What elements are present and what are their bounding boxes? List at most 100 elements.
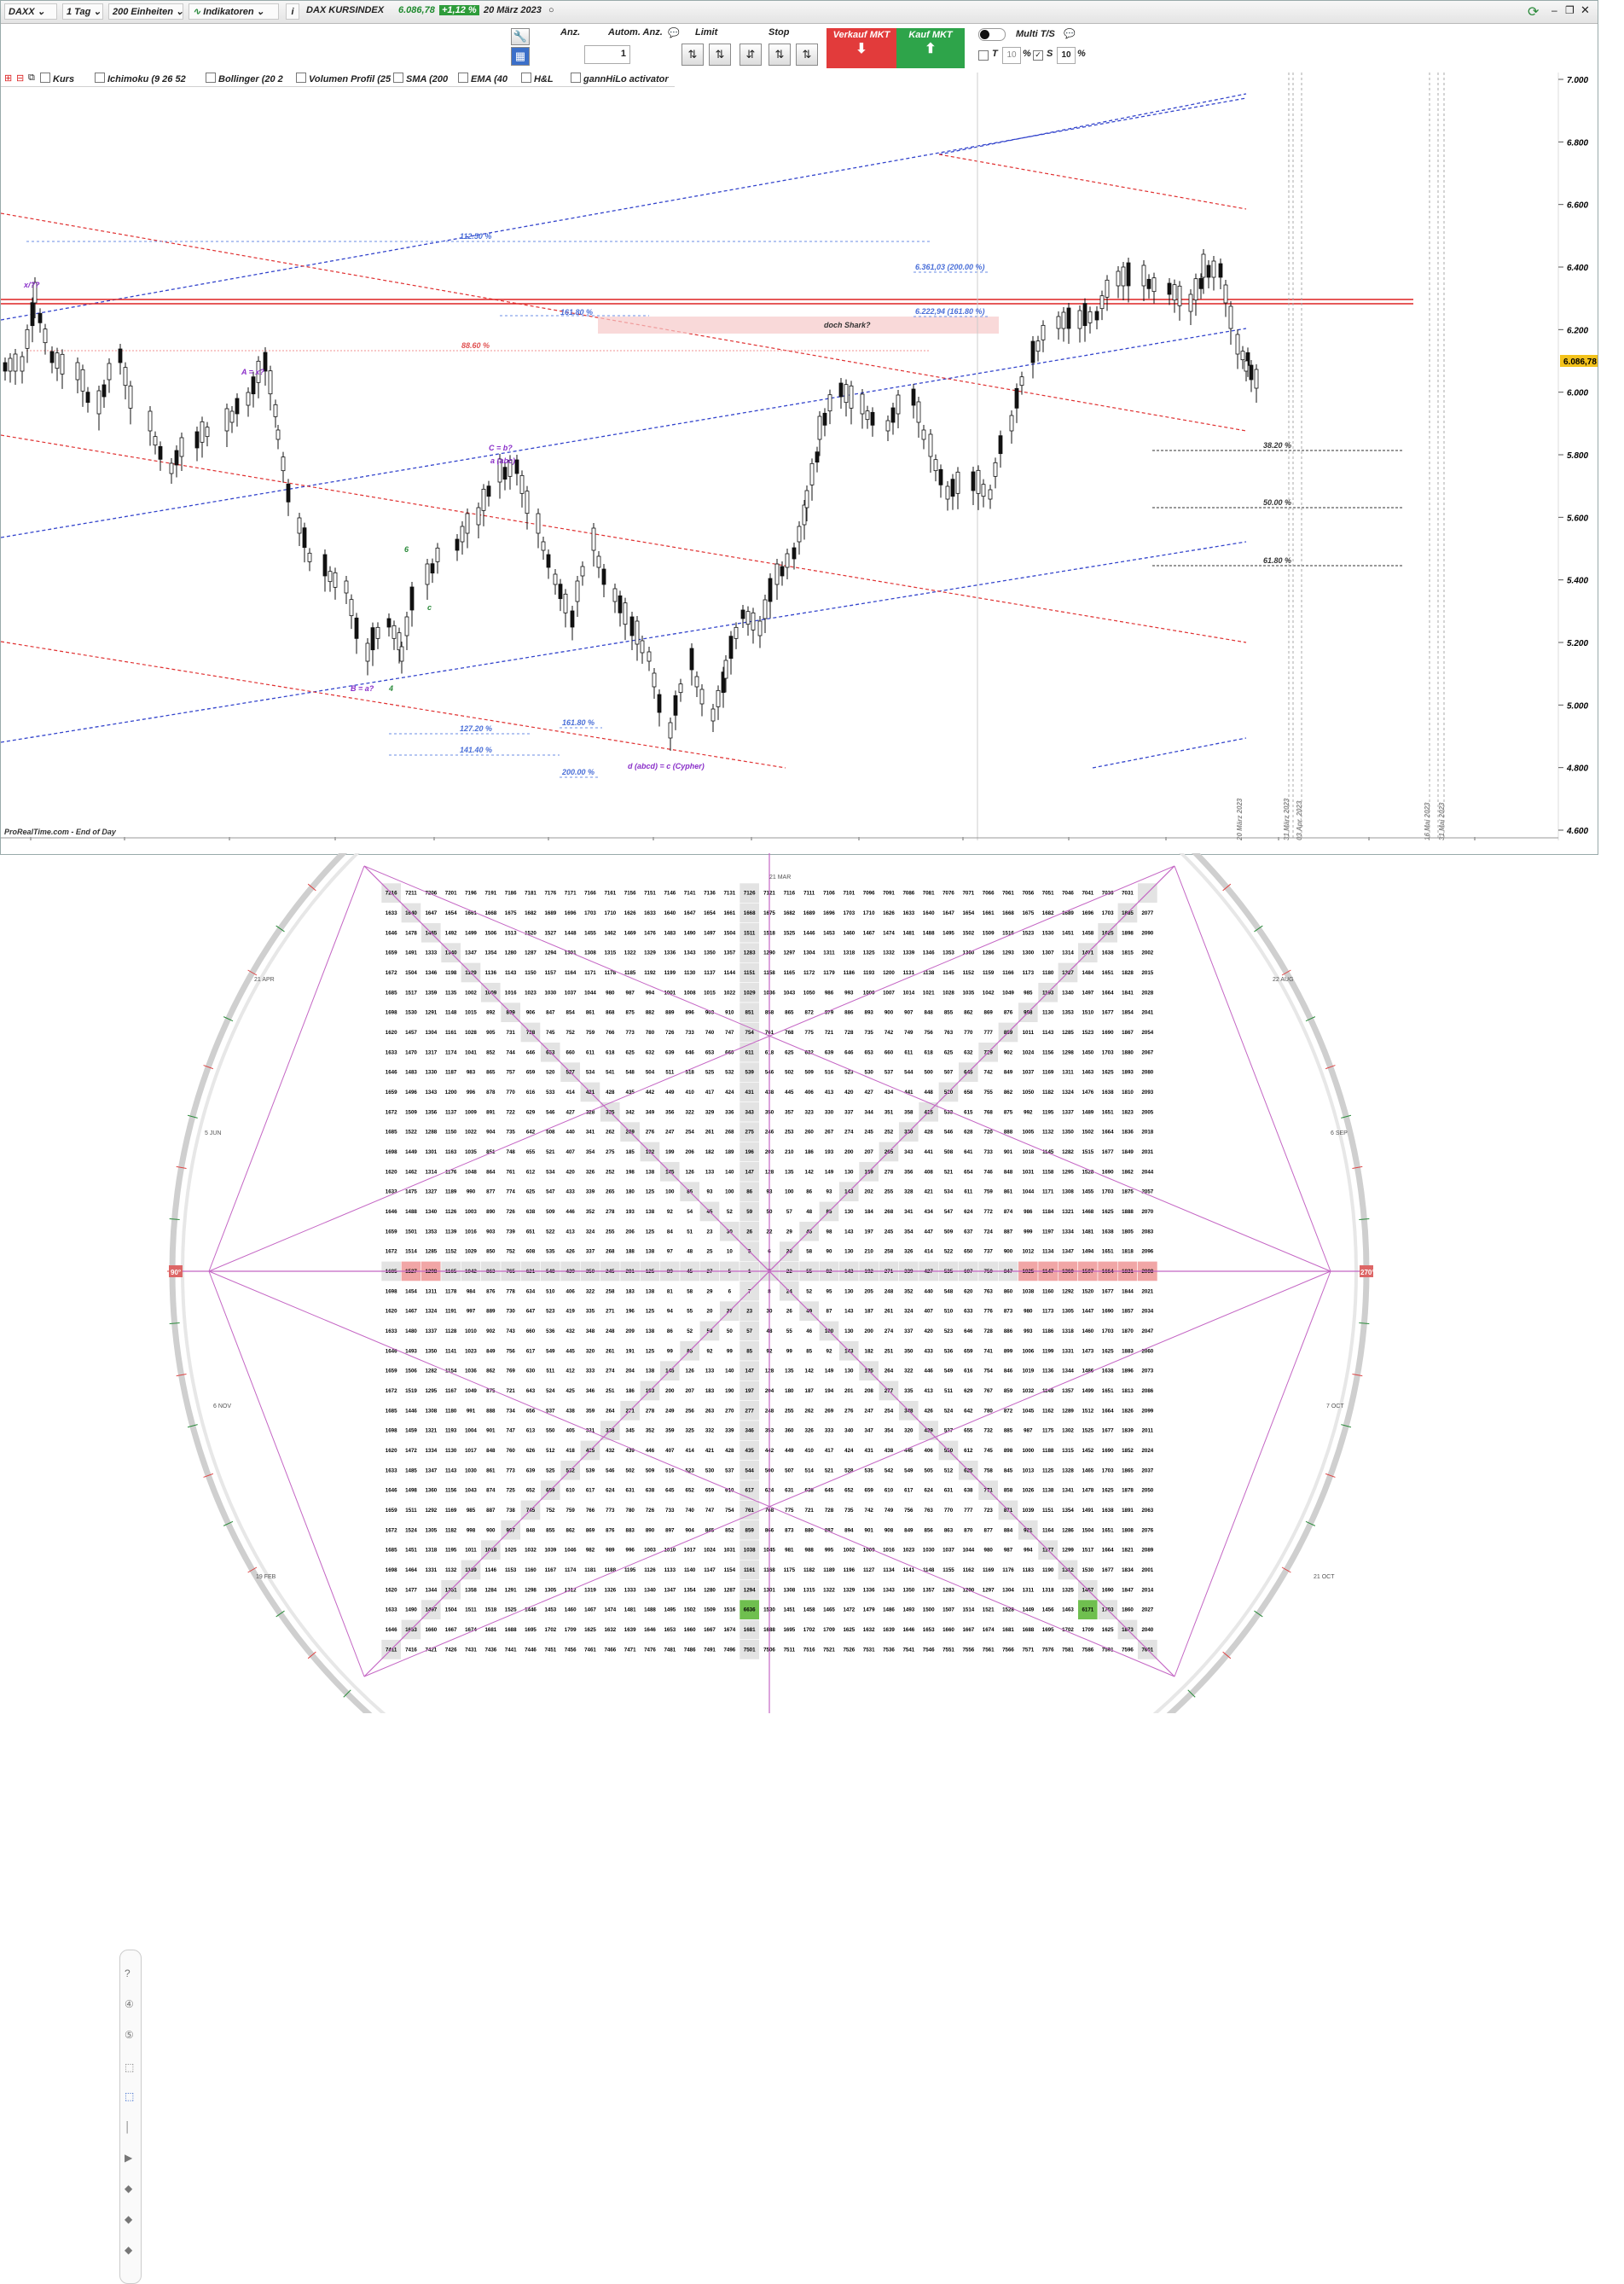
gann-cell-value: 1510: [1082, 1010, 1093, 1016]
t-input[interactable]: 10: [1002, 47, 1021, 64]
gann-cell-value: 611: [745, 1049, 755, 1055]
limit-extra-button[interactable]: ⇵: [740, 44, 762, 66]
gann-cell-value: 757: [507, 1070, 516, 1076]
limit-buy-button[interactable]: ⇅: [682, 44, 704, 66]
gann-cell-value: 2014: [1141, 1587, 1153, 1593]
refresh-icon[interactable]: ⟳: [1528, 5, 1540, 20]
gann-cell-value: 130: [844, 1209, 854, 1215]
gann-cell-value: 130: [844, 1328, 854, 1334]
price-chart[interactable]: 7.0006.8006.6006.4006.2006.0005.8005.600…: [1, 73, 1598, 840]
gann-cell-value: 1660: [684, 1627, 696, 1633]
quantity-input[interactable]: 1: [584, 45, 630, 64]
gann-cell-value: 761: [745, 1508, 755, 1514]
indicator-item[interactable]: EMA (40: [458, 73, 508, 84]
multi-ts-toggle[interactable]: [978, 28, 1006, 41]
shape-icon[interactable]: ◆: [125, 2182, 133, 2194]
gann-cell-value: 1174: [445, 1049, 457, 1055]
gann-cell-value: 405: [566, 1428, 576, 1434]
gann-square-chart[interactable]: 7216721172067201719671917186718171767171…: [0, 853, 1624, 1713]
triangle-icon[interactable]: ▶: [125, 2152, 133, 2164]
s-checkbox[interactable]: ✓: [1033, 50, 1043, 61]
candle-body: [1254, 369, 1259, 389]
help-icon[interactable]: ?: [125, 1967, 130, 1979]
stop-sell-button[interactable]: ⇅: [796, 44, 818, 66]
candle-body: [465, 513, 470, 534]
gann-cell-value: 345: [626, 1428, 635, 1434]
gann-cell-value: 901: [486, 1428, 496, 1434]
gann-cell-value: 1698: [386, 1567, 397, 1573]
indicators-button[interactable]: ∿ Indikatoren ⌄: [188, 3, 279, 20]
candle-body: [1177, 285, 1182, 306]
sell-market-button[interactable]: Verkauf MKT ⬇: [826, 28, 896, 68]
indicator-item[interactable]: Kurs: [40, 73, 74, 84]
gann-cell-value: 1501: [405, 1229, 417, 1235]
gann-cell-value: 2040: [1141, 1627, 1153, 1633]
interval-selector[interactable]: 1 Tag ⌄: [62, 3, 103, 20]
remove-indicator-icon[interactable]: ⊟: [16, 73, 25, 84]
gann-cell-value: 125: [646, 1229, 655, 1235]
limit-sell-button[interactable]: ⇅: [709, 44, 731, 66]
gann-cell-value: 902: [486, 1328, 496, 1334]
gann-cell-value: 888: [1004, 1130, 1013, 1136]
candle-body: [911, 388, 916, 406]
chat-icon[interactable]: 💬: [668, 28, 680, 38]
gann-cell-value: 1018: [1022, 1149, 1034, 1155]
gann-cell-value: 329: [705, 1109, 715, 1115]
gann-cell-value: 1502: [962, 930, 974, 936]
gann-cell-value: 1292: [425, 1508, 437, 1514]
info-icon[interactable]: i: [286, 3, 299, 20]
gann-cell-value: 1620: [386, 1448, 397, 1454]
indicator-item[interactable]: gannHiLo activator: [571, 73, 669, 84]
indicator-item[interactable]: Volumen Profil (25: [296, 73, 391, 84]
shape-icon[interactable]: ◆: [125, 2244, 133, 2256]
indicator-item[interactable]: Ichimoku (9 26 52: [95, 73, 186, 84]
gann-cell-value: 847: [546, 1010, 555, 1016]
gann-cell-value: 1011: [465, 1548, 477, 1554]
five-icon[interactable]: ⑤: [125, 2029, 134, 2041]
minimize-icon[interactable]: –: [1552, 4, 1557, 16]
indicator-item[interactable]: SMA (200: [393, 73, 448, 84]
gann-cell-value: 1016: [465, 1229, 477, 1235]
gann-cell-value: 427: [566, 1109, 576, 1115]
units-selector[interactable]: 200 Einheiten ⌄: [108, 3, 183, 20]
interval-label: 1 Tag: [67, 7, 91, 17]
instrument-name: DAX KURSINDEX: [306, 5, 385, 15]
gann-cell-value: 651: [526, 1229, 536, 1235]
gann-cell-value: 1288: [425, 1130, 437, 1136]
gann-cell-value: 440: [566, 1130, 576, 1136]
add-indicator-icon[interactable]: ⊞: [4, 73, 13, 84]
symbol-selector[interactable]: DAXX ⌄: [4, 3, 57, 20]
keypad-icon[interactable]: ▦: [511, 47, 530, 66]
buy-market-button[interactable]: Kauf MKT ⬆: [896, 28, 965, 68]
four-icon[interactable]: ④: [125, 1998, 134, 2010]
gann-cell-value: 1190: [1042, 1567, 1054, 1573]
gann-cell-value: 1183: [1023, 1567, 1035, 1573]
select-active-icon[interactable]: ⬚: [125, 2090, 135, 2102]
fib-label: 6.361,03 (200.00 %): [915, 263, 985, 271]
layers-icon[interactable]: ⧉: [28, 73, 35, 83]
auto-quantity-label[interactable]: Autom. Anz.: [608, 27, 663, 38]
gann-cell-value: 1308: [1062, 1189, 1074, 1195]
select-icon[interactable]: ⬚: [125, 2061, 135, 2073]
indicator-item[interactable]: H&L: [521, 73, 554, 84]
t-checkbox[interactable]: [978, 50, 989, 61]
gann-cell-value: 142: [805, 1169, 815, 1175]
gann-cell-value: 1002: [465, 990, 477, 996]
restore-icon[interactable]: ❐: [1565, 4, 1575, 16]
shape-icon[interactable]: ◆: [125, 2213, 133, 2225]
gann-cell-value: 1511: [405, 1508, 417, 1514]
s-input[interactable]: 10: [1057, 47, 1076, 64]
chat-icon[interactable]: 💬: [1064, 29, 1076, 39]
gann-cell-value: 325: [686, 1428, 695, 1434]
indicator-item[interactable]: Bollinger (20 2: [206, 73, 283, 84]
gann-cell-value: 852: [486, 1049, 496, 1055]
gann-cell-value: 1625: [1102, 1070, 1114, 1076]
gann-cell-value: 1158: [1042, 1169, 1054, 1175]
stop-buy-button[interactable]: ⇅: [768, 44, 791, 66]
close-icon[interactable]: ✕: [1580, 3, 1590, 16]
candle-body: [844, 384, 849, 404]
sell-market-label: Verkauf MKT: [832, 30, 890, 40]
wrench-icon[interactable]: 🔧: [511, 28, 530, 45]
gann-cell-value: 1456: [1042, 1607, 1054, 1613]
line-icon[interactable]: │: [125, 2121, 131, 2133]
